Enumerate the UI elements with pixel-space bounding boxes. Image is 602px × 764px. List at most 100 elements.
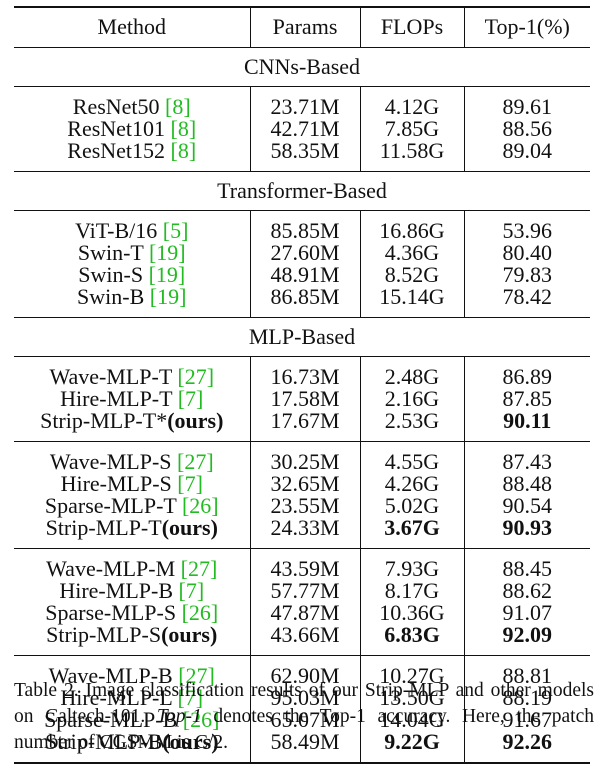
citation-link[interactable]: [27]	[178, 662, 215, 688]
method-cell: ResNet152 [8]	[14, 137, 250, 172]
citation-link[interactable]: [8]	[170, 137, 197, 163]
citation-link[interactable]: [27]	[177, 448, 214, 474]
method-cell: Strip-MLP-T(ours)	[14, 514, 250, 549]
section-title: MLP-Based	[14, 316, 590, 356]
table-row: Strip-MLP-S(ours) 43.66M 6.83G 92.09	[14, 623, 590, 655]
header-params: Params	[249, 7, 360, 47]
table-row: Strip-MLP-T*(ours) 17.67M 2.53G 90.11	[14, 407, 590, 441]
params-cell: 43.66M	[249, 623, 360, 655]
top1-cell: 78.42	[463, 285, 590, 317]
method-name: Sparse-MLP-B	[44, 706, 183, 732]
table-row: Sparse-MLP-B [26] 65.07M 14.04G 91.67	[14, 706, 590, 732]
params-cell: 24.33M	[249, 516, 360, 548]
method-cell: Sparse-MLP-B [26]	[14, 706, 250, 732]
table-row: Swin-B [19] 86.85M 15.14G 78.42	[14, 283, 590, 317]
method-name: Hire-MLP-L	[60, 684, 178, 710]
citation-link[interactable]: [7]	[177, 385, 204, 411]
top1-cell: 79.83	[463, 263, 590, 286]
params-cell: 58.35M	[249, 139, 360, 171]
params-cell: 30.25M	[249, 441, 360, 473]
header-flops: FLOPs	[359, 7, 464, 47]
top1-cell: 91.07	[463, 601, 590, 624]
params-cell: 42.71M	[249, 117, 360, 140]
params-cell: 23.71M	[249, 86, 360, 118]
top1-cell: 88.48	[463, 472, 590, 495]
table-row: Swin-T [19] 27.60M 4.36G 80.40	[14, 239, 590, 265]
section-header-row: MLP-Based	[14, 316, 590, 356]
params-cell: 95.03M	[249, 686, 360, 709]
params-cell: 65.07M	[249, 708, 360, 731]
citation-link[interactable]: [7]	[178, 577, 205, 603]
flops-cell: 16.86G	[359, 210, 464, 242]
method-cell: Wave-MLP-M [27]	[14, 548, 250, 580]
method-cell: Wave-MLP-T [27]	[14, 356, 250, 388]
method-name: ResNet152	[67, 137, 171, 163]
params-cell: 62.90M	[249, 655, 360, 687]
params-cell: 58.49M	[249, 730, 360, 763]
params-cell: 86.85M	[249, 285, 360, 317]
table-row: Sparse-MLP-S [26] 47.87M 10.36G 91.07	[14, 599, 590, 625]
flops-cell: 9.22G	[359, 730, 464, 763]
params-cell: 85.85M	[249, 210, 360, 242]
caption-text: Table 2. Image classification results of…	[14, 680, 594, 727]
citation-link[interactable]: [19]	[148, 261, 186, 287]
method-name: ViT-B/16	[75, 217, 163, 243]
method-name: Swin-T	[77, 239, 149, 265]
header-top1: Top-1(%)	[463, 7, 590, 47]
table-row: ResNet152 [8] 58.35M 11.58G 89.04	[14, 137, 590, 172]
method-name: ResNet50	[72, 93, 166, 119]
method-cell: ResNet101 [8]	[14, 115, 250, 141]
table-row: Strip-MLP-B(ours) 58.49M 9.22G 92.26	[14, 728, 590, 763]
top1-cell: 90.54	[463, 494, 590, 517]
section-title: Transformer-Based	[14, 170, 590, 210]
results-table: Method Params FLOPs Top-1(%) CNNs-Based R…	[14, 6, 590, 764]
method-cell: ViT-B/16 [5]	[14, 210, 250, 242]
citation-link[interactable]: [26]	[181, 492, 219, 518]
section-header-row: CNNs-Based	[14, 46, 590, 86]
params-cell: 57.77M	[249, 579, 360, 602]
flops-cell: 13.50G	[359, 686, 464, 709]
method-name: Sparse-MLP-S	[45, 599, 182, 625]
citation-link[interactable]: [26]	[182, 706, 220, 732]
table-row: Hire-MLP-S [7] 32.65M 4.26G 88.48	[14, 470, 590, 496]
citation-link[interactable]: [19]	[148, 239, 186, 265]
ours-label: (ours)	[161, 514, 218, 540]
method-cell: Wave-MLP-S [27]	[14, 441, 250, 473]
method-cell: Swin-T [19]	[14, 239, 250, 265]
params-cell: 32.65M	[249, 472, 360, 495]
method-name: Hire-MLP-S	[60, 470, 178, 496]
params-cell: 47.87M	[249, 601, 360, 624]
method-name: Strip-MLP-T*	[40, 407, 168, 433]
flops-cell: 3.67G	[359, 516, 464, 548]
citation-link[interactable]: [19]	[149, 283, 187, 309]
method-name: Strip-MLP-T	[45, 514, 162, 540]
citation-link[interactable]: [7]	[177, 684, 204, 710]
method-cell: Sparse-MLP-S [26]	[14, 599, 250, 625]
method-name: Wave-MLP-T	[49, 363, 178, 389]
top1-cell: 88.81	[463, 655, 590, 687]
flops-cell: 4.26G	[359, 472, 464, 495]
top1-cell: 91.67	[463, 708, 590, 731]
ours-label: (ours)	[162, 728, 219, 754]
ours-label: (ours)	[167, 407, 224, 433]
citation-link[interactable]: [7]	[177, 470, 203, 496]
table-row: Wave-MLP-B [27] 62.90M 10.27G 88.81	[14, 655, 590, 687]
table-row: Sparse-MLP-T [26] 23.55M 5.02G 90.54	[14, 492, 590, 518]
table-row: Hire-MLP-T [7] 17.58M 2.16G 87.85	[14, 385, 590, 411]
citation-link[interactable]: [8]	[165, 93, 191, 119]
flops-cell: 14.04G	[359, 708, 464, 731]
citation-link[interactable]: [27]	[180, 555, 218, 581]
method-cell: Hire-MLP-B [7]	[14, 577, 250, 603]
method-name: ResNet101	[67, 115, 171, 141]
method-cell: Hire-MLP-L [7]	[14, 684, 250, 710]
citation-link[interactable]: [26]	[181, 599, 219, 625]
flops-cell: 15.14G	[359, 285, 464, 317]
citation-link[interactable]: [27]	[177, 363, 215, 389]
table-row: ResNet50 [8] 23.71M 4.12G 89.61	[14, 86, 590, 118]
citation-link[interactable]: [8]	[170, 115, 197, 141]
top1-cell: 88.45	[463, 548, 590, 580]
citation-link[interactable]: [5]	[162, 217, 189, 243]
method-name: Wave-MLP-S	[49, 448, 177, 474]
params-cell: 23.55M	[249, 494, 360, 517]
